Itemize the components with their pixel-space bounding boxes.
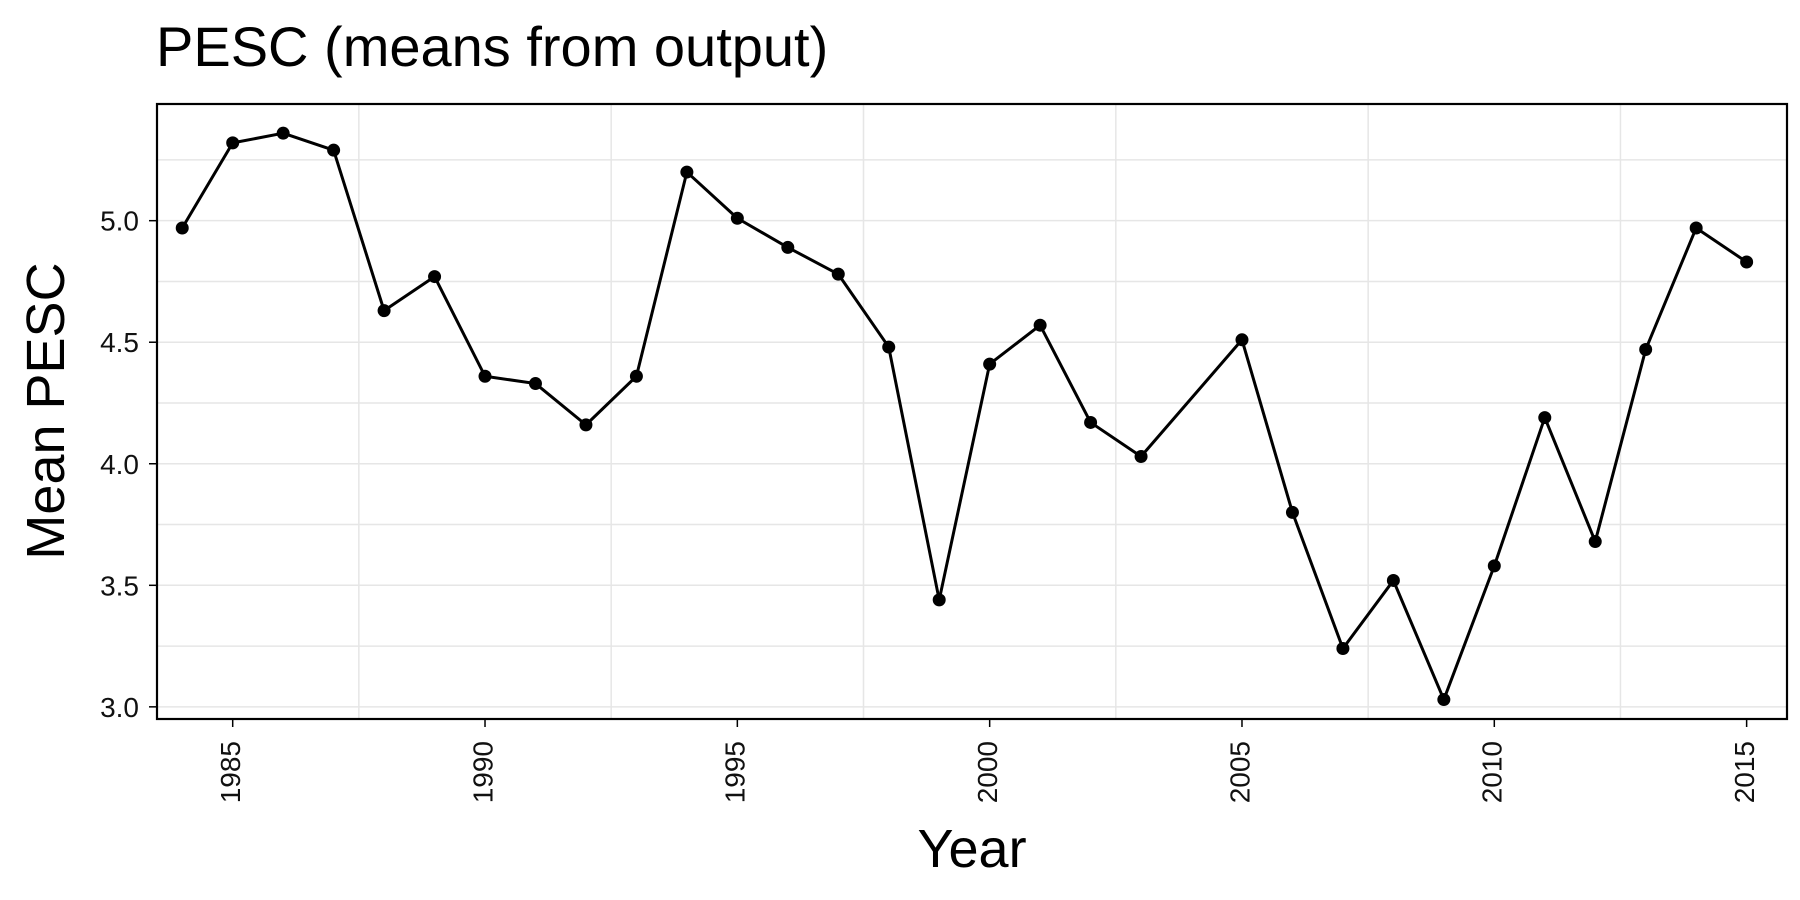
x-tick-label: 2010 — [1477, 741, 1508, 803]
y-tick-label: 5.0 — [100, 206, 139, 237]
data-point — [1336, 642, 1350, 656]
x-tick-label: 1995 — [720, 741, 751, 803]
data-point — [680, 165, 694, 179]
data-point — [983, 357, 997, 371]
data-point — [882, 340, 896, 354]
data-point — [1285, 505, 1299, 519]
data-point — [1639, 343, 1653, 357]
series-line-segment — [1038, 323, 1093, 424]
series-line-segment — [685, 170, 739, 220]
series-line-segment — [533, 382, 588, 427]
data-point — [831, 267, 845, 281]
x-tick-label: 2000 — [972, 741, 1003, 803]
x-tick-label: 1990 — [467, 741, 498, 803]
series-line-segment — [231, 131, 285, 145]
x-axis-title: Year — [917, 819, 1026, 879]
series-line-segment — [1644, 226, 1698, 352]
data-point — [1134, 449, 1148, 463]
series-line-segment — [634, 170, 689, 378]
series-line-segment — [836, 272, 891, 349]
data-point — [1084, 415, 1098, 429]
data-point — [781, 240, 795, 254]
data-point — [428, 270, 442, 284]
series-line-segment — [1139, 338, 1244, 458]
series-line-segment — [1694, 226, 1749, 264]
series-line-segment — [1442, 564, 1496, 702]
data-point — [478, 369, 492, 383]
series-line-segment — [180, 141, 235, 230]
series-line-segment — [433, 275, 487, 378]
series-line-segment — [1543, 416, 1597, 544]
data-series — [180, 131, 1749, 702]
data-point — [932, 593, 946, 607]
y-tick-label: 4.5 — [100, 327, 139, 358]
data-points — [175, 126, 1754, 707]
data-point — [1437, 693, 1451, 707]
data-point — [276, 126, 290, 140]
data-point — [1689, 221, 1703, 235]
data-point — [377, 304, 391, 318]
y-tick-label: 4.0 — [100, 449, 139, 480]
x-axis-ticks: 1985 1990 1995 2000 2005 2010 2015 — [215, 719, 1760, 803]
panel-background — [157, 104, 1787, 719]
series-line-segment — [332, 148, 386, 313]
series-line-segment — [584, 374, 638, 427]
series-line-segment — [1341, 578, 1395, 651]
data-point — [1386, 573, 1400, 587]
data-point — [1487, 559, 1501, 573]
data-point — [579, 418, 593, 432]
data-point — [730, 211, 744, 225]
y-axis-ticks: 3.0 3.5 4.0 4.5 5.0 — [100, 206, 157, 723]
series-line-segment — [1391, 578, 1446, 702]
chart-title: PESC (means from output) — [156, 15, 828, 78]
series-line-segment — [1290, 510, 1345, 651]
y-axis-title: Mean PESC — [16, 262, 76, 559]
series-line-segment — [382, 275, 437, 313]
series-line-segment — [735, 216, 790, 249]
plot-panel-border — [155, 102, 1789, 721]
series-line-segment — [786, 245, 840, 276]
series-line-segment — [1492, 416, 1547, 568]
data-point — [175, 221, 189, 235]
data-point — [1538, 411, 1552, 425]
y-tick-label: 3.5 — [100, 570, 139, 601]
data-point — [327, 143, 341, 157]
data-point — [1033, 318, 1047, 332]
series-line-segment — [1593, 348, 1648, 544]
series-line-segment — [1089, 420, 1143, 458]
series-line-segment — [281, 131, 336, 152]
data-point — [629, 369, 643, 383]
data-point — [1235, 333, 1249, 347]
y-tick-label: 3.0 — [100, 692, 139, 723]
series-line-segment — [988, 323, 1042, 366]
x-tick-label: 2005 — [1224, 741, 1255, 803]
data-point — [226, 136, 240, 150]
series-line-segment — [887, 345, 941, 602]
series-line-segment — [1240, 338, 1294, 514]
data-point — [528, 377, 542, 391]
series-line-segment — [937, 362, 992, 602]
series-line-segment — [483, 374, 537, 386]
data-point — [1588, 535, 1602, 549]
x-tick-label: 1985 — [215, 741, 246, 803]
data-point — [1740, 255, 1754, 269]
x-tick-label: 2015 — [1729, 741, 1760, 803]
